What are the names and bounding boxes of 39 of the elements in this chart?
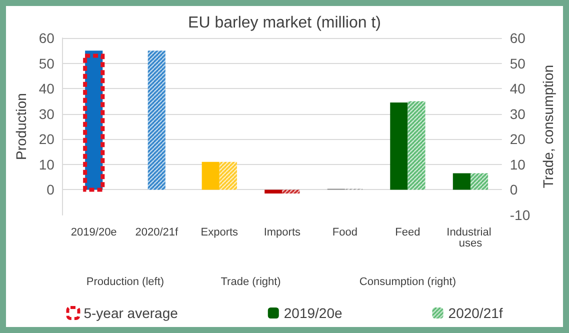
bar xyxy=(264,190,282,194)
y2-tick-label: 40 xyxy=(510,80,526,97)
y-tick-label: 50 xyxy=(38,55,55,72)
y-tick-label: 40 xyxy=(38,80,55,97)
y2-tick-label: 50 xyxy=(510,55,526,72)
x-tick-label: Food xyxy=(332,226,358,238)
bar xyxy=(408,101,426,190)
y-tick-label: 30 xyxy=(38,106,55,122)
text: Production (left) xyxy=(86,276,164,288)
y-axis-title: Production xyxy=(13,93,29,160)
bar xyxy=(282,190,300,194)
y2-axis-title: Trade, consumption xyxy=(540,64,556,188)
bar xyxy=(202,162,220,190)
y2-tick-label: 60 xyxy=(510,30,526,46)
legend-label: 2020/21f xyxy=(448,305,503,321)
x-tick-label: 2019/20e xyxy=(70,226,117,238)
bar xyxy=(390,102,408,190)
x-tick-label: Feed xyxy=(395,226,420,238)
y2-tick-label: 20 xyxy=(510,131,526,148)
bar xyxy=(452,173,470,190)
y2-tick-label: -10 xyxy=(510,207,530,223)
y2-tick-label: 0 xyxy=(510,182,518,198)
y-tick-label: 20 xyxy=(38,131,55,148)
y2-tick-label: 10 xyxy=(510,156,526,172)
legend-label: 5-year average xyxy=(84,305,178,321)
x-tick-label: Imports xyxy=(264,226,301,238)
y-tick-label: 60 xyxy=(38,30,55,46)
legend-label: 2019/20e xyxy=(284,305,342,321)
text: Trade (right) xyxy=(220,276,281,288)
bar xyxy=(470,173,488,190)
bar xyxy=(219,162,237,190)
x-tick-label: Exports xyxy=(200,226,239,238)
x-tick-label: 2020/21f xyxy=(135,226,179,238)
x-tick-label: Industrial uses xyxy=(446,226,494,250)
y-tick-label: 0 xyxy=(46,182,55,198)
text: Consumption (right) xyxy=(359,276,456,288)
y2-tick-label: 30 xyxy=(510,106,526,122)
chart-title: EU barley market (million t) xyxy=(188,14,381,32)
y-tick-label: 10 xyxy=(38,156,55,172)
